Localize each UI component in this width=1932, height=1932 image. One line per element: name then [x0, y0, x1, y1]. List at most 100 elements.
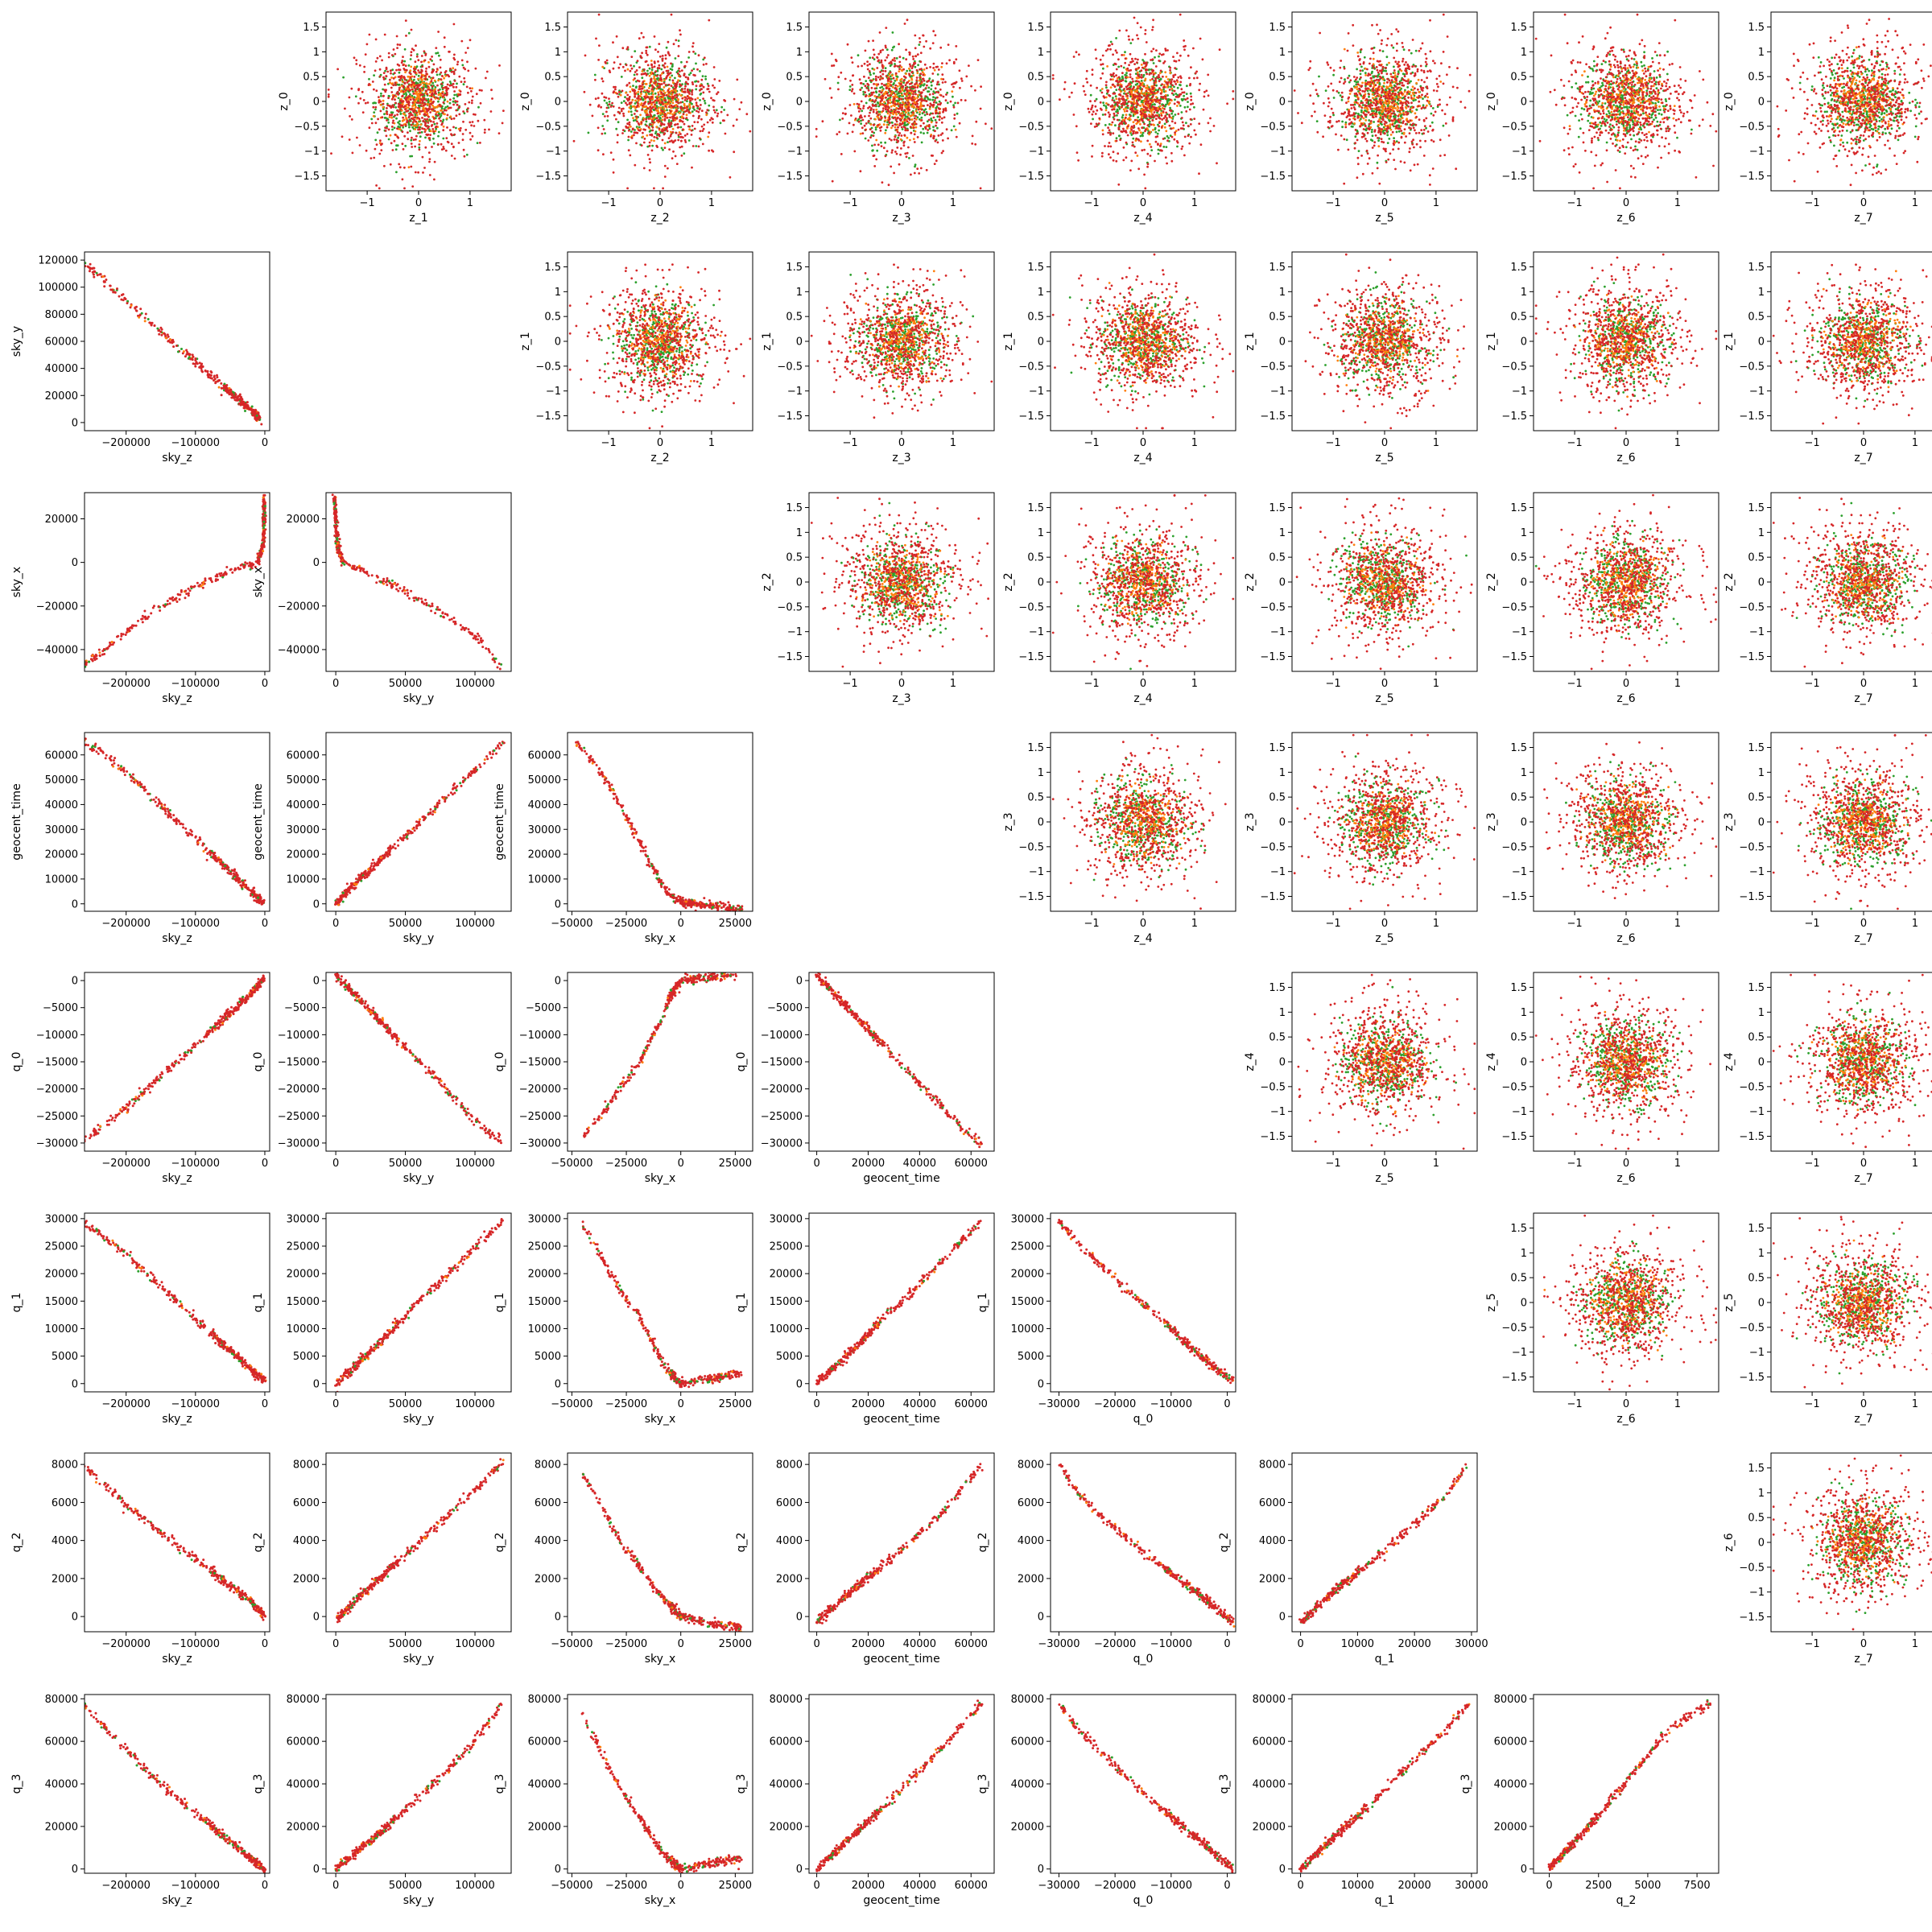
- scatter-point: [896, 141, 899, 143]
- scatter-point: [1129, 93, 1132, 96]
- scatter-point: [886, 112, 890, 115]
- scatter-point: [403, 82, 407, 85]
- scatter-point: [944, 107, 947, 110]
- scatter-point: [1114, 95, 1117, 97]
- y-tick-label: 1.5: [544, 22, 561, 34]
- scatter-point: [1116, 79, 1119, 82]
- scatter-point: [1100, 88, 1104, 90]
- scatter-point: [431, 85, 434, 88]
- scatter-point: [1115, 37, 1117, 39]
- scatter-point: [407, 109, 410, 112]
- scatter-point: [687, 125, 690, 128]
- scatter-point: [348, 96, 351, 99]
- scatter-point: [1160, 126, 1163, 129]
- scatter-point: [381, 116, 384, 119]
- scatter-point: [910, 92, 913, 94]
- scatter-point: [879, 97, 882, 99]
- scatter-point: [1207, 73, 1210, 76]
- scatter-point: [421, 109, 424, 113]
- scatter-point: [374, 69, 377, 72]
- scatter-point: [1143, 94, 1146, 97]
- scatter-point: [444, 109, 448, 112]
- scatter-point: [459, 90, 462, 93]
- scatter-point: [382, 88, 384, 91]
- scatter-point: [446, 126, 448, 129]
- scatter-point: [1095, 97, 1098, 101]
- scatter-point: [670, 85, 673, 87]
- scatter-point: [382, 72, 386, 74]
- scatter-point: [1108, 123, 1111, 126]
- scatter-point: [859, 132, 862, 135]
- scatter-point: [419, 135, 422, 138]
- scatter-point: [893, 138, 896, 141]
- scatter-point: [707, 88, 710, 90]
- scatter-point: [918, 43, 921, 46]
- scatter-point: [897, 107, 900, 110]
- scatter-point: [941, 62, 943, 64]
- scatter-point: [689, 72, 692, 74]
- scatter-point: [418, 88, 421, 90]
- scatter-point: [1156, 114, 1158, 118]
- scatter-point: [1139, 134, 1142, 138]
- scatter-point: [912, 138, 915, 141]
- scatter-point: [735, 118, 738, 122]
- scatter-point: [382, 95, 385, 97]
- scatter-point: [452, 126, 455, 129]
- scatter-point: [660, 91, 663, 94]
- scatter-point: [1117, 183, 1121, 186]
- scatter-point: [461, 138, 464, 142]
- scatter-point: [919, 113, 921, 116]
- scatter-point: [601, 92, 604, 95]
- scatter-point: [881, 72, 885, 76]
- scatter-point: [712, 109, 716, 112]
- scatter-point: [684, 97, 687, 99]
- scatter-point: [903, 23, 906, 25]
- scatter-point: [885, 75, 888, 77]
- scatter-point: [645, 94, 647, 97]
- scatter-point: [886, 56, 889, 59]
- scatter-point: [421, 101, 424, 105]
- scatter-point: [638, 123, 641, 126]
- scatter-point: [601, 132, 604, 135]
- scatter-point: [1102, 67, 1104, 70]
- scatter-point: [411, 94, 414, 97]
- scatter-point: [919, 82, 921, 85]
- scatter-point: [449, 115, 452, 118]
- scatter-point: [1113, 108, 1116, 111]
- scatter-point: [695, 85, 698, 88]
- scatter-point: [1167, 97, 1170, 101]
- scatter-point: [1179, 84, 1182, 87]
- scatter-point: [1166, 139, 1169, 142]
- scatter-point: [1124, 51, 1126, 54]
- scatter-point: [1092, 118, 1094, 121]
- scatter-point: [448, 50, 451, 53]
- scatter-point: [873, 53, 876, 56]
- scatter-point: [622, 112, 625, 115]
- scatter-point: [917, 108, 920, 111]
- scatter-point: [682, 136, 684, 139]
- scatter-point: [918, 91, 921, 93]
- scatter-point: [666, 65, 669, 68]
- scatter-point: [435, 125, 438, 128]
- scatter-point: [840, 71, 843, 74]
- scatter-point: [940, 77, 943, 80]
- scatter-point: [414, 72, 417, 74]
- scatter-point: [979, 187, 982, 190]
- scatter-point: [383, 83, 386, 86]
- scatter-point: [375, 184, 378, 187]
- scatter-point: [952, 125, 956, 128]
- scatter-point: [453, 90, 456, 93]
- scatter-point: [1122, 66, 1125, 69]
- scatter-point: [675, 86, 677, 89]
- scatter-point: [670, 130, 672, 134]
- scatter-point: [908, 157, 910, 159]
- scatter-point: [473, 113, 475, 116]
- scatter-point: [443, 45, 446, 48]
- scatter-point: [1098, 117, 1101, 120]
- scatter-point: [1185, 93, 1188, 95]
- scatter-point: [909, 138, 911, 142]
- scatter-point: [388, 116, 391, 118]
- scatter-point: [716, 93, 718, 96]
- scatter-point: [404, 89, 407, 92]
- scatter-point: [457, 106, 460, 109]
